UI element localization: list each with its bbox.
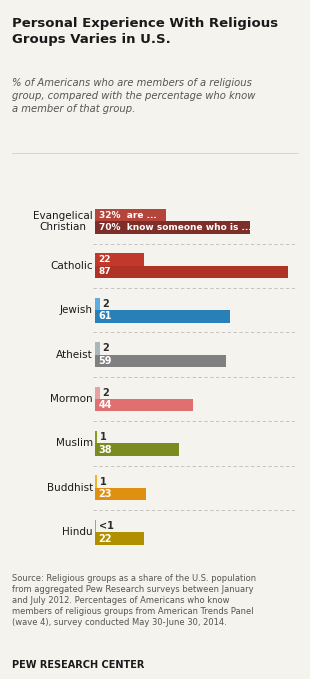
Text: Atheist: Atheist [56,350,93,360]
Text: Buddhist: Buddhist [47,483,93,493]
Bar [95,386,100,399]
Text: Catholic: Catholic [50,261,93,271]
Bar [95,520,96,532]
Bar [95,532,144,545]
Text: 38: 38 [99,445,112,455]
Text: 1: 1 [100,433,106,442]
Text: <1: <1 [99,521,113,531]
Bar [95,354,226,367]
Bar [95,209,166,221]
Bar [95,342,100,354]
Bar [95,298,100,310]
Text: Muslim: Muslim [56,439,93,449]
Text: 32%  are ...: 32% are ... [99,210,156,219]
Text: PEW RESEARCH CENTER: PEW RESEARCH CENTER [12,660,145,670]
Text: 1: 1 [100,477,106,487]
Text: 22: 22 [99,534,112,544]
Text: 22: 22 [99,255,111,264]
Text: 23: 23 [99,489,112,499]
Text: Personal Experience With Religious
Groups Varies in U.S.: Personal Experience With Religious Group… [12,17,278,46]
Text: Mormon: Mormon [50,394,93,404]
Text: 2: 2 [102,388,108,398]
Text: 87: 87 [99,268,111,276]
Bar [95,253,144,265]
Bar [95,475,97,488]
Text: % of Americans who are members of a religious
group, compared with the percentag: % of Americans who are members of a reli… [12,78,256,115]
Text: Source: Religious groups as a share of the U.S. population
from aggregated Pew R: Source: Religious groups as a share of t… [12,574,256,627]
Text: Jewish: Jewish [60,305,93,315]
Bar [95,221,250,234]
Text: 2: 2 [102,299,108,309]
Bar [95,265,288,278]
Bar [95,399,193,411]
Bar [95,488,146,500]
Text: Hindu: Hindu [62,528,93,537]
Text: 61: 61 [99,312,112,321]
Bar [95,431,97,443]
Text: 70%  know someone who is ...: 70% know someone who is ... [99,223,251,232]
Text: 44: 44 [99,401,112,410]
Text: 2: 2 [102,344,108,353]
Text: 59: 59 [99,356,112,366]
Bar [95,310,230,323]
Bar [95,443,179,456]
Text: Evangelical
Christian: Evangelical Christian [33,210,93,232]
